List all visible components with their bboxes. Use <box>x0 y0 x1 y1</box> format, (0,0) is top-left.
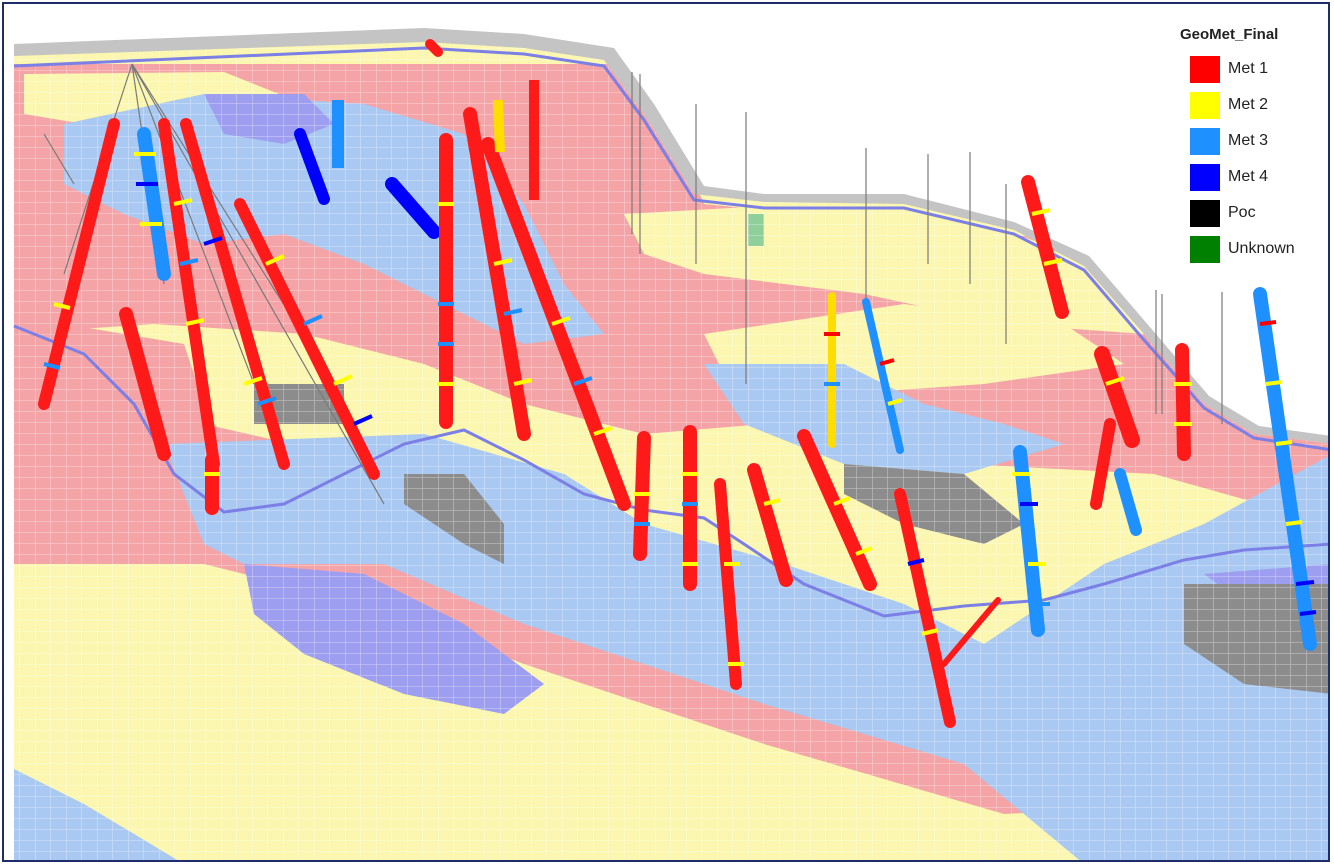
drillhole <box>463 107 531 441</box>
legend-label: Met 4 <box>1228 168 1269 185</box>
legend-label: Met 3 <box>1228 132 1269 149</box>
drillhole <box>180 118 290 470</box>
drillhole <box>1114 468 1142 536</box>
legend-item: Met 3 <box>1176 123 1316 159</box>
drillhole <box>158 118 220 470</box>
legend-swatch <box>1190 199 1220 227</box>
legend-item: Unknown <box>1176 231 1316 267</box>
drillhole <box>38 118 120 410</box>
legend-swatch <box>1190 235 1220 263</box>
legend-label: Unknown <box>1228 240 1295 257</box>
legend-items: Met 1 Met 2 Met 3 Met 4 Poc Unknown <box>1176 51 1316 267</box>
legend-label: Met 2 <box>1228 96 1269 113</box>
drillhole <box>385 177 441 239</box>
drillhole <box>425 39 443 57</box>
legend-label: Met 1 <box>1228 60 1269 77</box>
legend-item: Met 2 <box>1176 87 1316 123</box>
drillhole <box>894 488 956 728</box>
drillhole <box>1013 445 1045 637</box>
drillhole <box>1090 418 1116 510</box>
drillhole <box>1094 346 1140 448</box>
legend-label: Poc <box>1228 204 1256 221</box>
legend: GeoMet_Final Met 1 Met 2 Met 3 Met 4 Poc Unkn… <box>1176 26 1316 267</box>
drillhole <box>294 128 330 205</box>
drillhole <box>119 307 171 461</box>
drillhole <box>747 463 793 587</box>
legend-swatch <box>1190 91 1220 119</box>
legend-swatch <box>1190 55 1220 83</box>
drillhole <box>234 198 380 480</box>
drillhole-intervals <box>43 152 1317 666</box>
legend-swatch <box>1190 127 1220 155</box>
legend-title: GeoMet_Final <box>1180 26 1279 43</box>
legend-item: Met 4 <box>1176 159 1316 195</box>
legend-item: Poc <box>1176 195 1316 231</box>
drillhole <box>493 99 505 153</box>
drillhole <box>862 298 904 454</box>
drillhole <box>1253 287 1317 651</box>
drillhole <box>714 478 742 690</box>
drillhole <box>941 597 1001 667</box>
topography-line <box>13 46 1328 451</box>
drillhole <box>137 127 171 281</box>
drillhole <box>1021 175 1069 319</box>
drillhole <box>1175 343 1191 461</box>
contact-line <box>13 324 1328 618</box>
legend-swatch <box>1190 163 1220 191</box>
drillhole <box>797 429 877 591</box>
geomet-block-model-section <box>13 28 1328 860</box>
legend-item: Met 1 <box>1176 51 1316 87</box>
